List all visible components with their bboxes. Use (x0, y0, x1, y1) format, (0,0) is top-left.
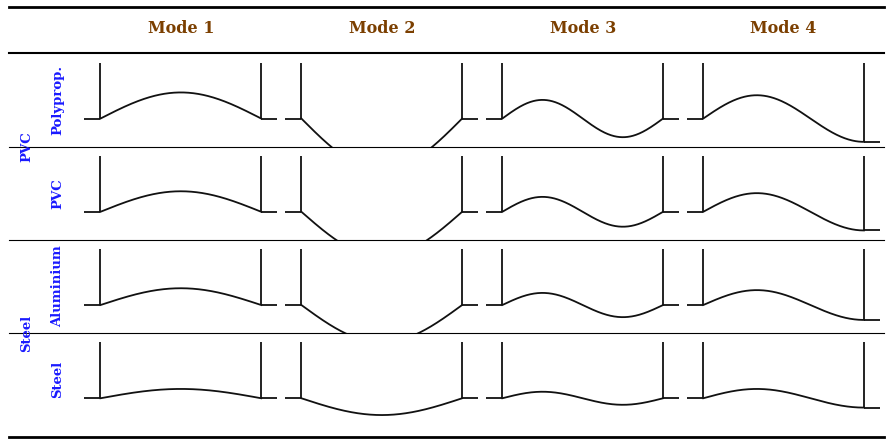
Text: Mode 4: Mode 4 (750, 20, 817, 37)
Text: Mode 2: Mode 2 (348, 20, 415, 37)
Text: Mode 1: Mode 1 (147, 20, 214, 37)
Text: Steel: Steel (21, 314, 33, 352)
Text: Polyprop.: Polyprop. (52, 65, 64, 135)
Text: Steel: Steel (52, 361, 64, 398)
Text: PVC: PVC (52, 178, 64, 209)
Text: Mode 3: Mode 3 (549, 20, 616, 37)
Text: PVC: PVC (21, 131, 33, 162)
Text: Aluminium: Aluminium (52, 246, 64, 327)
